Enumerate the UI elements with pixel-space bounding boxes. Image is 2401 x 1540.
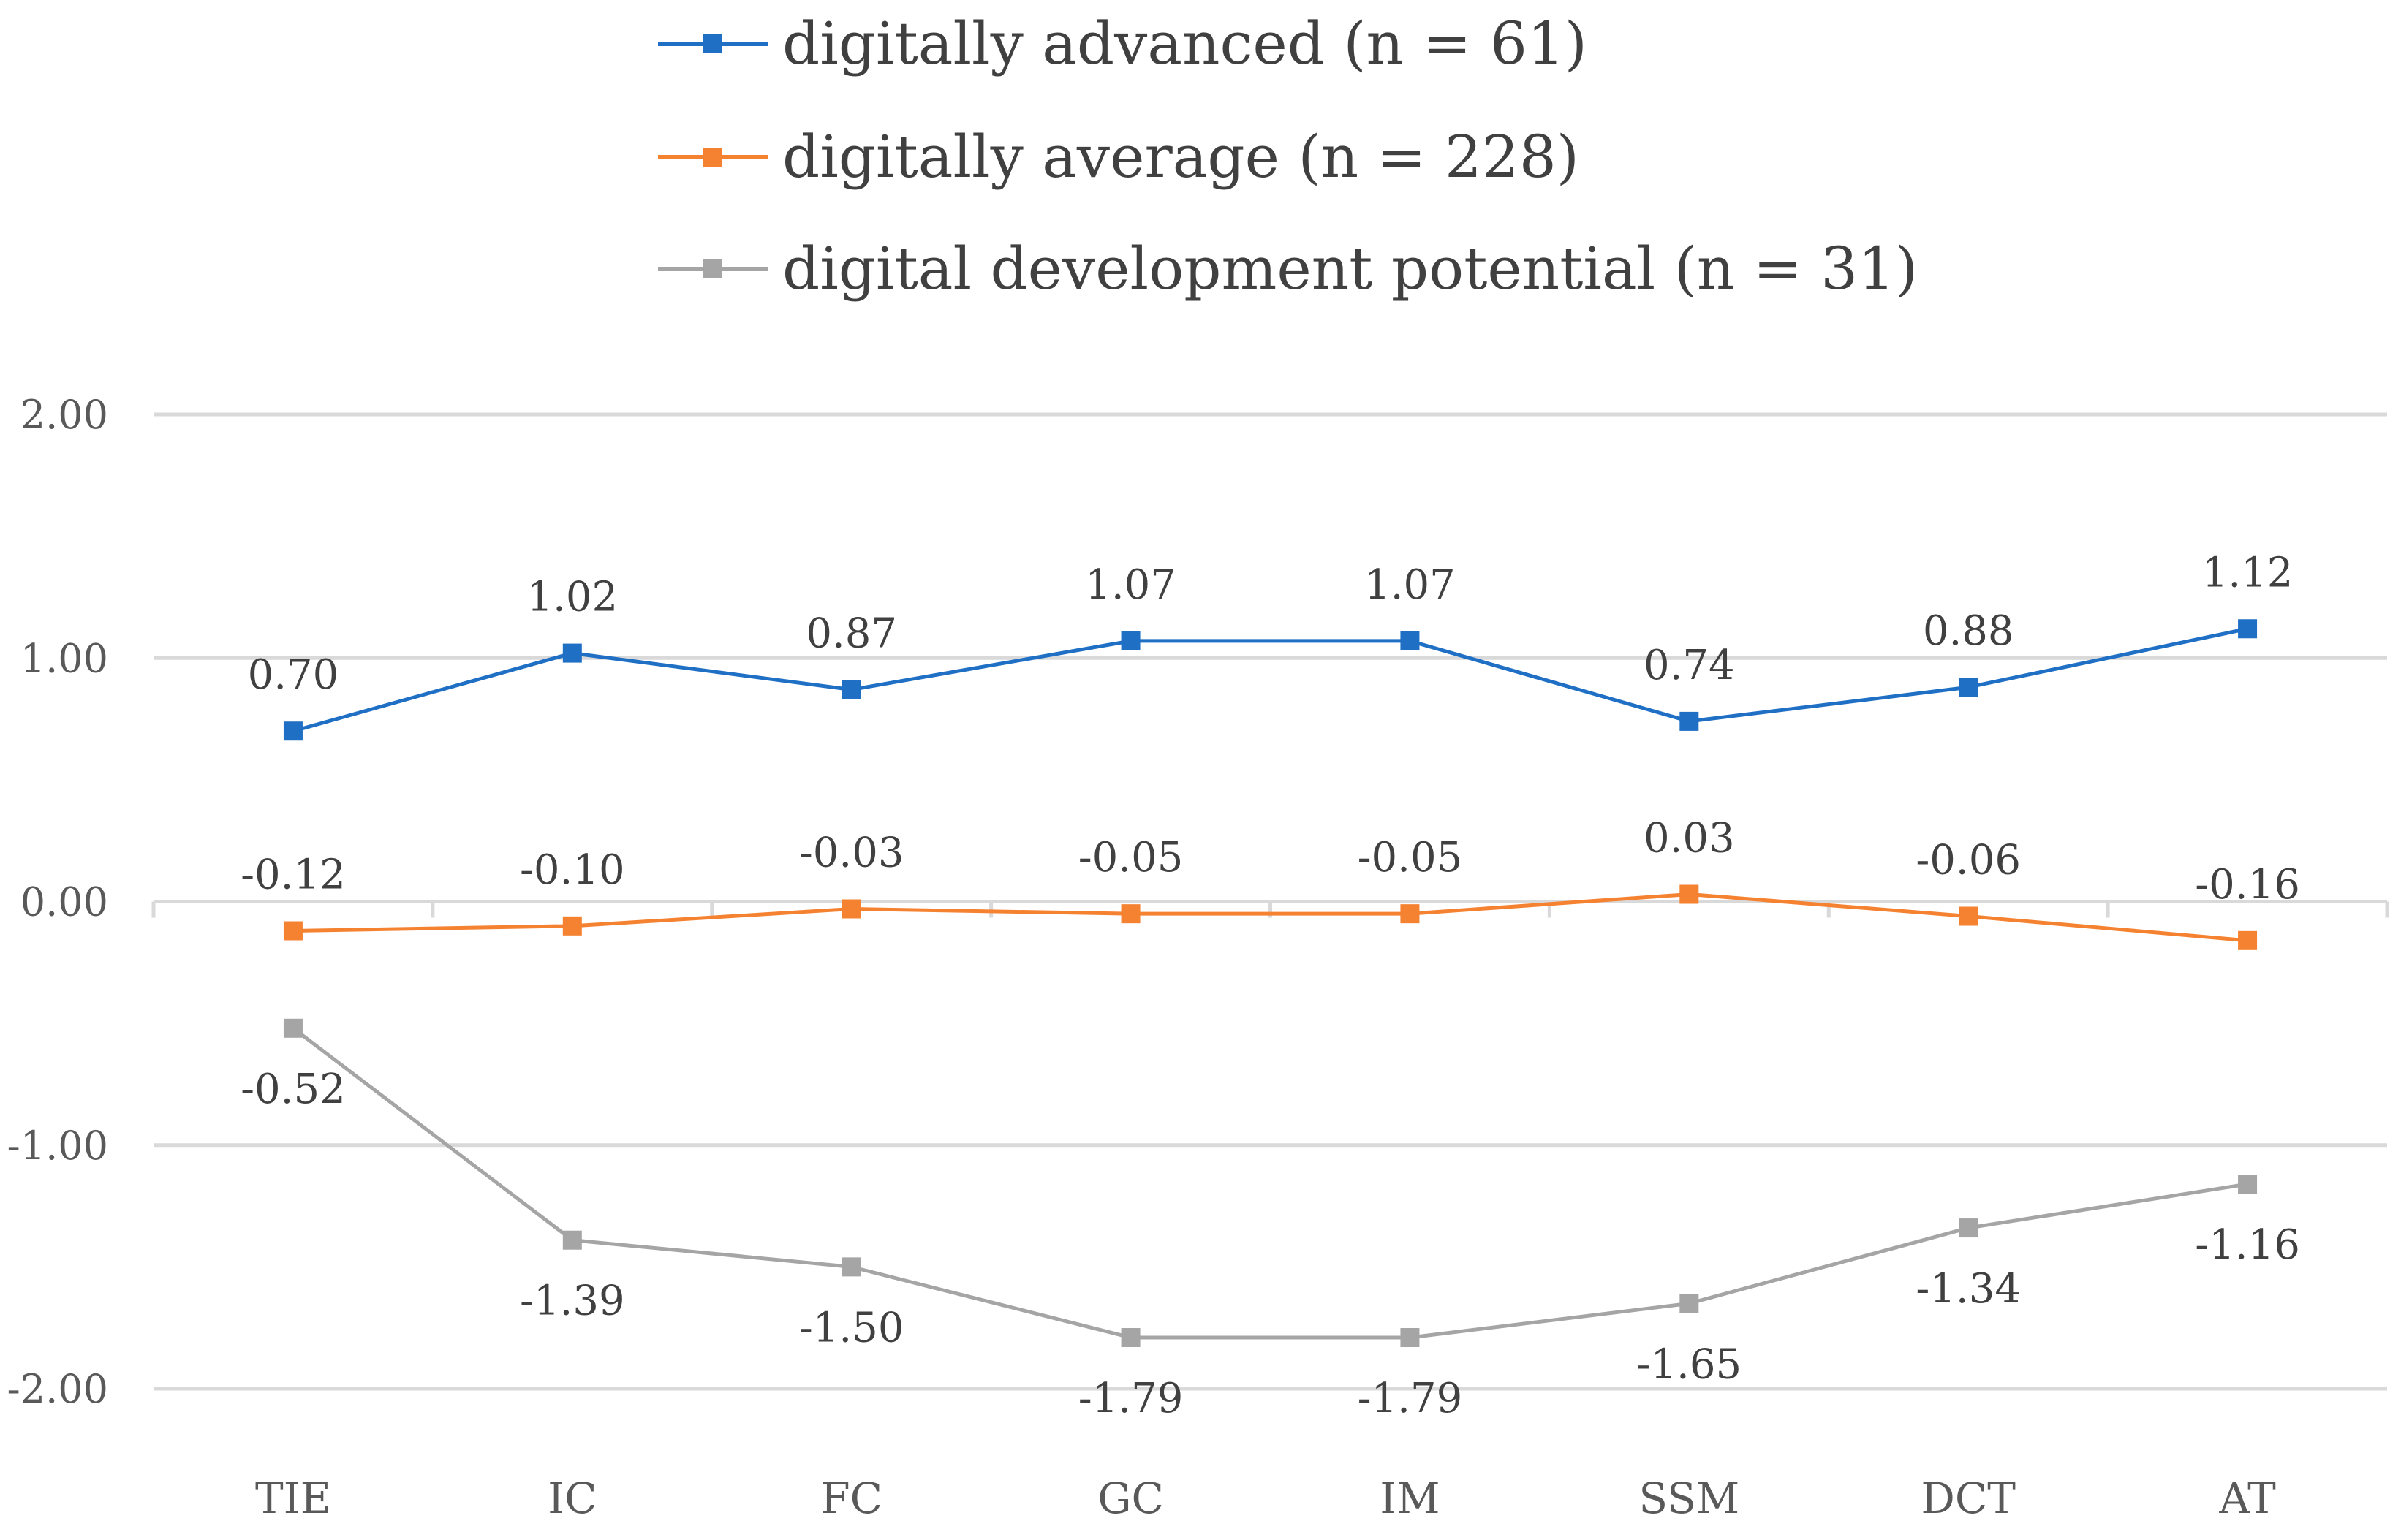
data-label: 0.74 xyxy=(1644,642,1735,689)
data-label: -1.50 xyxy=(799,1304,904,1351)
data-point xyxy=(1400,1328,1420,1348)
x-tick-label: IM xyxy=(1380,1473,1440,1523)
y-tick-label: -1.00 xyxy=(7,1123,108,1169)
data-point xyxy=(562,1230,582,1250)
series-layer xyxy=(283,619,2258,1348)
data-point xyxy=(842,680,861,699)
data-label: -0.12 xyxy=(241,851,346,898)
data-point xyxy=(1121,904,1141,924)
y-axis-ticks: 2.00 1.00 0.00 -1.00 -2.00 xyxy=(7,392,108,1412)
data-point xyxy=(283,921,303,941)
data-label: 0.87 xyxy=(806,610,897,658)
y-tick-label: 1.00 xyxy=(20,635,108,681)
series-line xyxy=(292,892,2248,943)
data-label: -1.65 xyxy=(1637,1340,1742,1388)
data-point xyxy=(283,721,303,741)
data-label: -0.05 xyxy=(1358,834,1463,881)
x-tick-label: AT xyxy=(2218,1473,2276,1523)
legend-label: digitally average (n = 228) xyxy=(782,123,1579,191)
legend-swatch-marker xyxy=(703,148,722,167)
legend-label: digitally advanced (n = 61) xyxy=(782,10,1587,77)
series-line xyxy=(292,1026,2248,1340)
data-label: -0.06 xyxy=(1916,836,2021,884)
data-point xyxy=(2238,1175,2258,1194)
x-tick-label: IC xyxy=(548,1473,597,1523)
data-point xyxy=(562,643,582,663)
data-label: 1.07 xyxy=(1085,561,1176,609)
data-point xyxy=(1959,1218,1978,1238)
data-label: -0.52 xyxy=(241,1066,346,1113)
data-point xyxy=(842,899,861,919)
data-point xyxy=(1959,906,1978,926)
data-label: 1.02 xyxy=(526,574,618,621)
data-point xyxy=(1679,711,1699,731)
data-label: -0.05 xyxy=(1078,834,1184,881)
x-tick-label: TIE xyxy=(255,1473,331,1523)
data-label: -1.34 xyxy=(1916,1265,2021,1313)
y-tick-label: 0.00 xyxy=(20,879,108,925)
data-label: -1.16 xyxy=(2195,1221,2300,1269)
y-tick-label: -2.00 xyxy=(7,1366,108,1412)
data-point xyxy=(1679,1294,1699,1313)
data-label: 0.03 xyxy=(1644,815,1735,862)
data-label: -0.03 xyxy=(799,829,904,876)
legend-label: digital development potential (n = 31) xyxy=(782,235,1918,303)
data-point xyxy=(1121,631,1141,650)
x-tick-label: GC xyxy=(1097,1473,1164,1523)
data-label: 1.07 xyxy=(1364,561,1456,609)
data-label: 1.12 xyxy=(2202,549,2294,596)
x-tick-label: DCT xyxy=(1921,1473,2016,1523)
legend-swatch-marker xyxy=(703,259,722,278)
data-label: -1.39 xyxy=(520,1278,625,1325)
series-line xyxy=(292,626,2248,733)
data-point xyxy=(1679,884,1699,904)
data-point xyxy=(1121,1328,1141,1348)
legend: digitally advanced (n = 61) digitally ave… xyxy=(658,10,1918,303)
data-point xyxy=(2238,930,2258,950)
x-tick-label: FC xyxy=(820,1473,882,1523)
data-label: -0.16 xyxy=(2195,861,2300,909)
data-label: -1.79 xyxy=(1078,1375,1184,1422)
data-label: 0.70 xyxy=(248,651,339,699)
data-label: 0.88 xyxy=(1923,607,2014,655)
data-point xyxy=(283,1018,303,1038)
x-axis: TIE IC FC GC IM SSM DCT AT xyxy=(151,900,2389,1523)
x-tick-label: SSM xyxy=(1638,1473,1739,1523)
data-point xyxy=(1400,904,1420,924)
data-label: -0.10 xyxy=(520,846,625,894)
data-point xyxy=(562,916,582,936)
data-label: -1.79 xyxy=(1358,1375,1463,1422)
data-point xyxy=(842,1257,861,1277)
data-point xyxy=(1959,678,1978,697)
gridlines xyxy=(154,412,2387,1391)
data-labels: 0.70 1.02 0.87 1.07 1.07 0.74 0.88 1.12 -0.12 -0.… xyxy=(241,549,2300,1422)
data-point xyxy=(2238,619,2258,639)
legend-swatch-marker xyxy=(703,34,722,53)
data-point xyxy=(1400,631,1420,650)
y-tick-label: 2.00 xyxy=(20,392,108,438)
